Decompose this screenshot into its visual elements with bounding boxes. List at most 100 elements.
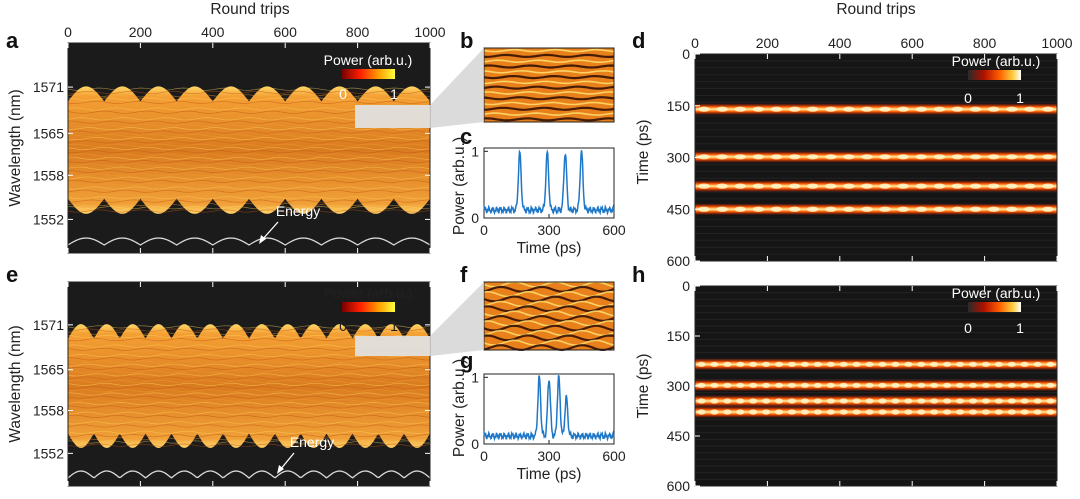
panel-h-trace-bright-spot (1020, 382, 1029, 388)
panel-a-fringe (68, 189, 430, 193)
panel-d-trace-bright-spot (788, 154, 801, 160)
panel-h-trace-bright-spot (955, 409, 965, 415)
panel-h-trace-bright-spot (736, 398, 745, 404)
panel-h-trace-bright-spot (826, 398, 835, 404)
panel-h-trace-bright-spot (981, 409, 991, 415)
panel-b-fringe (483, 106, 615, 111)
panel-d-trace-bright-spot (915, 154, 928, 160)
panel-g-xlabel: Time (ps) (517, 466, 582, 483)
panel-h-trace-bright-spot (968, 398, 978, 404)
panel-h-ylabel: Time (ps) (635, 354, 652, 419)
panel-h-trace-bright-spot (774, 361, 784, 367)
panel-a-fringe (68, 94, 430, 98)
panel-a-ytick-label: 1565 (33, 125, 64, 141)
panel-h-trace-bright-spot (839, 361, 848, 367)
panel-h-trace-bright-spot (697, 398, 706, 404)
panel-h-trace-bright-spot (761, 361, 771, 367)
panel-d-trace (695, 103, 1057, 116)
panel-e-ytick-label: 1558 (33, 403, 64, 419)
panel-a-energy-annotation: Energy (259, 203, 320, 244)
panel-d-trace-bright-spot (1005, 206, 1018, 212)
panel-d-trace-bright-spot (933, 206, 946, 212)
panel-h-trace-bright-spot (955, 361, 965, 367)
panel-d-ytick-label: 150 (667, 98, 691, 114)
panel-b-fringe (483, 112, 615, 116)
panel-d-trace-bright-spot (951, 206, 964, 212)
panel-h-trace-bright-spot (865, 382, 874, 388)
panel-e-colorbar-tick-1: 1 (390, 318, 398, 334)
panel-d-trace-bright-spot (879, 154, 891, 160)
panel-letter-e: e (6, 262, 18, 287)
panel-e-fringe (68, 402, 430, 406)
panel-h-trace-bright-spot (697, 409, 706, 415)
panel-g-ytick-label: 0 (471, 436, 479, 452)
panel-e-energy-curve (68, 470, 430, 479)
panel-e-fringe (68, 421, 430, 425)
panel-e-energy-arrowhead (277, 465, 284, 474)
panel-h-trace-bright-spot (878, 361, 887, 367)
panel-g-ytick-label: 1 (471, 369, 479, 385)
panel-a-ylabel: Wavelength (nm) (7, 89, 24, 206)
panel-h-colorbar-gradient (968, 302, 1021, 312)
panel-h-trace-bright-spot (736, 409, 745, 415)
panel-h-trace-bright-spot (787, 409, 797, 415)
panel-h-trace-bright-spot (710, 361, 719, 367)
panel-h-trace-bright-spot (968, 361, 978, 367)
panel-h-ytick-label: 450 (667, 428, 691, 444)
panel-d-trace-bright-spot (1042, 106, 1054, 112)
panel-e-fringe (68, 427, 430, 431)
panel-b-fringe (483, 85, 615, 90)
panel-h-trace-bright-spot (787, 361, 797, 367)
panel-d-colorbar-gradient (968, 70, 1021, 80)
panel-d-trace-bright-spot (897, 154, 909, 160)
panel-c-xtick-label: 300 (537, 222, 561, 238)
panel-e-colorbar-gradient (342, 302, 395, 312)
panel-h-trace-bright-spot (981, 398, 991, 404)
panel-d-trace-bright-spot (987, 106, 1000, 112)
panel-h-trace-bright-spot (1046, 409, 1055, 415)
panel-a-fringe (68, 173, 430, 177)
panel-h-trace-bright-spot (1046, 382, 1055, 388)
panel-b-fringe (483, 59, 615, 64)
panel-d-trace-bright-spot (806, 183, 819, 189)
panel-h-trace-bright-spot (917, 409, 926, 415)
panel-h-trace-bright-spot (800, 382, 810, 388)
panel-d-trace-bright-spot (843, 206, 855, 212)
panel-d-trace-bright-spot (861, 206, 873, 212)
panel-h-trace-bright-spot (1020, 361, 1029, 367)
panel-d-xtick-label: 200 (756, 35, 780, 51)
panel-d-trace-bright-spot (824, 206, 837, 212)
panel-h-trace-bright-spot (813, 361, 822, 367)
panel-h-trace-bright-spot (761, 398, 771, 404)
panel-b-background (484, 48, 614, 122)
panel-h-trace-bright-spot (1033, 382, 1042, 388)
panel-h-trace-bright-spot (891, 398, 900, 404)
panel-d-ylabel: Time (ps) (635, 120, 652, 185)
panel-h-trace-bright-spot (852, 382, 861, 388)
panel-d-trace-bright-spot (969, 183, 982, 189)
panel-a-colorbar-gradient (342, 69, 395, 79)
panel-h-trace-bright-spot (1033, 398, 1042, 404)
panel-a-colorbar: Power (arb.u.) 0 1 (324, 52, 413, 102)
panel-h-ytick-label: 300 (667, 378, 691, 394)
panel-h-trace-bright-spot (1007, 361, 1016, 367)
panel-d-trace-bright-spot (788, 183, 801, 189)
panel-e-fringe (68, 379, 430, 383)
panel-a-fringe (68, 146, 430, 150)
panel-h-trace-bright-spot (813, 398, 822, 404)
panel-h-trace-bright-spot (968, 382, 978, 388)
panel-e-fringe (68, 408, 430, 412)
panel-h-trace (695, 395, 1057, 407)
panel-d-xtick-label: 400 (828, 35, 852, 51)
panel-e-colorbar: Power (arb.u.) 0 1 (324, 285, 413, 334)
panel-b-fringe (483, 64, 615, 69)
panel-e-fringe (68, 405, 430, 409)
panel-h-trace-bright-spot (852, 409, 861, 415)
panel-d-trace-bright-spot (915, 183, 928, 189)
panel-d-trace-bright-spot (843, 106, 855, 112)
panel-d-trace-bright-spot (788, 206, 801, 212)
panel-b-fringe (483, 101, 615, 106)
panel-b-fringe (483, 74, 615, 80)
panel-h-trace-bright-spot (723, 382, 732, 388)
panel-e-ytick-label: 1571 (33, 317, 64, 333)
